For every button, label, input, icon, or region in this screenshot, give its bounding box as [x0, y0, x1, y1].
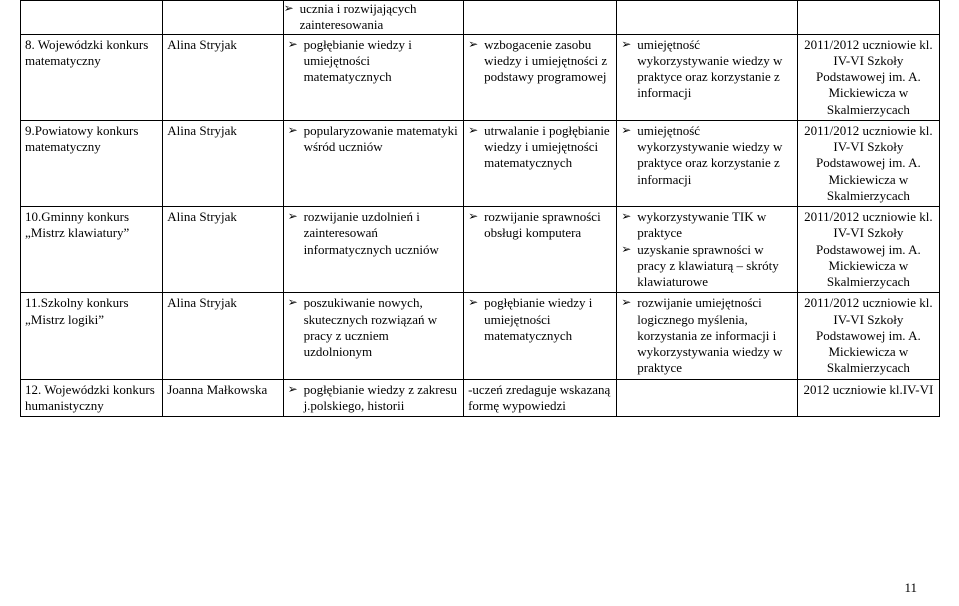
- cell: 9.Powiatowy konkurs matematyczny: [21, 120, 163, 206]
- table-row: 12. Wojewódzki konkurs humanistyczny Joa…: [21, 379, 940, 417]
- text: uzyskanie sprawności w pracy z klawiatur…: [637, 242, 779, 290]
- cell: 2011/2012 uczniowie kl. IV-VI Szkoły Pod…: [797, 207, 939, 293]
- text: rozwijanie uzdolnień i zainteresowań inf…: [304, 209, 439, 257]
- text: pogłębianie wiedzy i umiejętności matema…: [484, 295, 592, 343]
- cell: 2012 uczniowie kl.IV-VI: [797, 379, 939, 417]
- text: ucznia i rozwijających zainteresowania: [300, 1, 417, 32]
- text: poszukiwanie nowych, skutecznych rozwiąz…: [304, 295, 438, 359]
- cell: 2011/2012 uczniowie kl. IV-VI Szkoły Pod…: [797, 293, 939, 379]
- text: Joanna Małkowska: [167, 382, 267, 397]
- text: 9.Powiatowy konkurs matematyczny: [25, 123, 138, 154]
- cell: 12. Wojewódzki konkurs humanistyczny: [21, 379, 163, 417]
- text: 12. Wojewódzki konkurs humanistyczny: [25, 382, 155, 413]
- text: Alina Stryjak: [167, 123, 237, 138]
- cell: rozwijanie umiejętności logicznego myśle…: [617, 293, 798, 379]
- cell: poszukiwanie nowych, skutecznych rozwiąz…: [283, 293, 464, 379]
- text: 11.Szkolny konkurs „Mistrz logiki”: [25, 295, 129, 326]
- cell: umiejętność wykorzystywanie wiedzy w pra…: [617, 34, 798, 120]
- cell: Alina Stryjak: [163, 34, 283, 120]
- cell: -uczeń zredaguje wskazaną formę wypowied…: [464, 379, 617, 417]
- data-table: ucznia i rozwijających zainteresowania 8…: [20, 0, 940, 417]
- text: umiejętność wykorzystywanie wiedzy w pra…: [637, 37, 782, 101]
- text: 8. Wojewódzki konkurs matematyczny: [25, 37, 148, 68]
- table-row: 10.Gminny konkurs „Mistrz klawiatury” Al…: [21, 207, 940, 293]
- cell: popularyzowanie matematyki wśród uczniów: [283, 120, 464, 206]
- text: 2011/2012 uczniowie kl. IV-VI Szkoły Pod…: [804, 123, 932, 203]
- text: 2012 uczniowie kl.IV-VI: [803, 382, 933, 397]
- text: 2011/2012 uczniowie kl. IV-VI Szkoły Pod…: [804, 37, 932, 117]
- text: 2011/2012 uczniowie kl. IV-VI Szkoły Pod…: [804, 295, 932, 375]
- text: wzbogacenie zasobu wiedzy i umiejętności…: [484, 37, 607, 85]
- text: wykorzystywanie TIK w praktyce: [637, 209, 766, 240]
- cell: pogłębianie wiedzy i umiejętności matema…: [464, 293, 617, 379]
- text: pogłębianie wiedzy i umiejętności matema…: [304, 37, 412, 85]
- cell: wzbogacenie zasobu wiedzy i umiejętności…: [464, 34, 617, 120]
- cell: 2011/2012 uczniowie kl. IV-VI Szkoły Pod…: [797, 34, 939, 120]
- cell: rozwijanie sprawności obsługi komputera: [464, 207, 617, 293]
- text: Alina Stryjak: [167, 209, 237, 224]
- cell: [617, 379, 798, 417]
- cell: 8. Wojewódzki konkurs matematyczny: [21, 34, 163, 120]
- cell: pogłębianie wiedzy i umiejętności matema…: [283, 34, 464, 120]
- cell: 11.Szkolny konkurs „Mistrz logiki”: [21, 293, 163, 379]
- text: utrwalanie i pogłębianie wiedzy i umieję…: [484, 123, 610, 171]
- text: umiejętność wykorzystywanie wiedzy w pra…: [637, 123, 782, 187]
- text: popularyzowanie matematyki wśród uczniów: [304, 123, 458, 154]
- table-row: ucznia i rozwijających zainteresowania: [21, 1, 940, 35]
- cell: Alina Stryjak: [163, 207, 283, 293]
- cell: pogłębianie wiedzy z zakresu j.polskiego…: [283, 379, 464, 417]
- page-number: 11: [904, 580, 917, 596]
- text: rozwijanie sprawności obsługi komputera: [484, 209, 601, 240]
- table-row: 8. Wojewódzki konkurs matematyczny Alina…: [21, 34, 940, 120]
- text: 10.Gminny konkurs „Mistrz klawiatury”: [25, 209, 129, 240]
- cell: wykorzystywanie TIK w praktyce uzyskanie…: [617, 207, 798, 293]
- cell: rozwijanie uzdolnień i zainteresowań inf…: [283, 207, 464, 293]
- cell: 10.Gminny konkurs „Mistrz klawiatury”: [21, 207, 163, 293]
- cell: utrwalanie i pogłębianie wiedzy i umieję…: [464, 120, 617, 206]
- table-row: 11.Szkolny konkurs „Mistrz logiki” Alina…: [21, 293, 940, 379]
- text: -uczeń zredaguje wskazaną formę wypowied…: [468, 382, 610, 413]
- cell: Joanna Małkowska: [163, 379, 283, 417]
- cell: umiejętność wykorzystywanie wiedzy w pra…: [617, 120, 798, 206]
- cell: 2011/2012 uczniowie kl. IV-VI Szkoły Pod…: [797, 120, 939, 206]
- cell: Alina Stryjak: [163, 120, 283, 206]
- text: Alina Stryjak: [167, 37, 237, 52]
- cell: ucznia i rozwijających zainteresowania: [283, 1, 464, 35]
- text: pogłębianie wiedzy z zakresu j.polskiego…: [304, 382, 457, 413]
- table-row: 9.Powiatowy konkurs matematyczny Alina S…: [21, 120, 940, 206]
- text: 2011/2012 uczniowie kl. IV-VI Szkoły Pod…: [804, 209, 932, 289]
- text: rozwijanie umiejętności logicznego myśle…: [637, 295, 782, 375]
- cell: Alina Stryjak: [163, 293, 283, 379]
- text: Alina Stryjak: [167, 295, 237, 310]
